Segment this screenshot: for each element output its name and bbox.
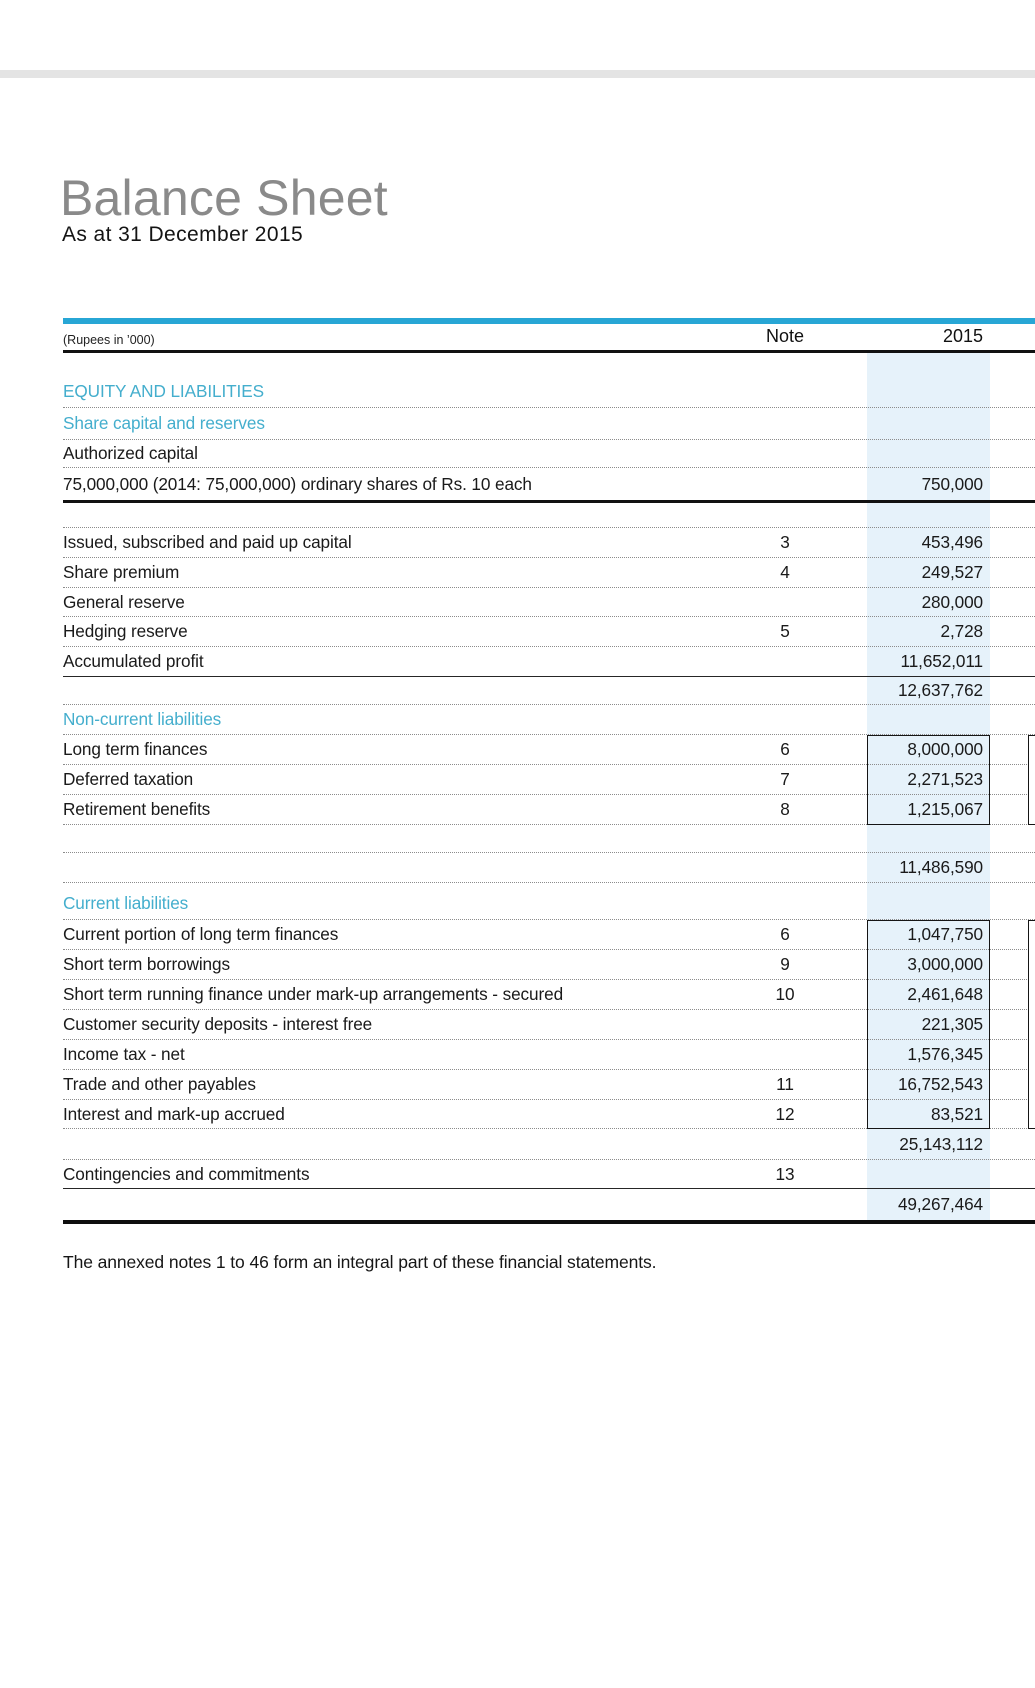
row-label: 75,000,000 (2014: 75,000,000) ordinary s… [63,473,532,494]
row-label: Hedging reserve [63,621,188,641]
row-label: Customer security deposits - interest fr… [63,1014,373,1034]
row-value: 280,000 [921,591,984,612]
row-label: Interest and mark-up accrued [63,1103,285,1124]
table-row: Authorized capital [63,440,1035,468]
table-row: 25,143,112 [63,1129,1035,1160]
row-value: 25,143,112 [899,1133,983,1154]
row-note: 10 [775,984,795,1004]
table-row: 12,637,762 [63,677,1035,705]
row-label: Deferred taxation [63,769,194,789]
row-note: 6 [780,924,790,944]
row-value: 83,521 [931,1103,983,1124]
table-row: Interest and mark-up accrued 12 83,521 [63,1100,1035,1129]
year-column-highlight [867,353,990,1220]
table-row [63,825,1035,853]
row-label: Long term finances [63,739,208,759]
row-note: 12 [775,1103,795,1124]
row-note: 13 [775,1163,795,1184]
row-label: Short term borrowings [63,954,230,974]
row-value: 1,047,750 [907,924,983,944]
row-label: Contingencies and commitments [63,1163,310,1184]
footnote: The annexed notes 1 to 46 form an integr… [63,1252,657,1272]
row-note: 9 [780,954,790,974]
row-note: 8 [780,799,790,819]
table-row: Income tax - net 1,576,345 [63,1040,1035,1070]
row-label: Share capital and reserves [63,413,265,433]
table-row: Trade and other payables 11 16,752,543 [63,1070,1035,1100]
row-note: 7 [780,769,790,789]
page-title: Balance Sheet [60,170,388,226]
row-value: 3,000,000 [907,954,983,974]
row-value: 16,752,543 [897,1074,983,1094]
note-column-header: Note [765,326,805,346]
row-label: Current liabilities [63,893,189,913]
row-value: 750,000 [921,473,984,494]
table-row: 49,267,464 [63,1189,1035,1220]
table-row: Current liabilities [63,883,1035,920]
row-label: General reserve [63,591,185,612]
table-row: Short term borrowings 9 3,000,000 [63,950,1035,980]
table-row: Retirement benefits 8 1,215,067 [63,795,1035,825]
row-note: 6 [780,739,790,759]
row-label: Trade and other payables [63,1074,256,1094]
table-header-rule [63,350,1035,353]
table-row [63,503,1035,528]
row-label: Authorized capital [63,443,198,463]
year-column-header: 2015 [942,326,983,346]
table-row: Short term running finance under mark-up… [63,980,1035,1010]
row-label: Current portion of long term finances [63,924,339,944]
row-value: 1,215,067 [907,799,983,819]
table-row: Contingencies and commitments 13 [63,1160,1035,1189]
table-row: EQUITY AND LIABILITIES [63,353,1035,408]
table-row: Issued, subscribed and paid up capital 3 4… [63,528,1035,558]
table-row: 11,486,590 [63,853,1035,883]
row-label: Income tax - net [63,1044,185,1064]
row-label: Accumulated profit [63,651,204,671]
row-value: 221,305 [921,1014,984,1034]
row-label: EQUITY AND LIABILITIES [63,381,264,401]
row-value: 453,496 [921,532,984,552]
row-label: Issued, subscribed and paid up capital [63,532,352,552]
units-label: (Rupees in ’000) [63,333,155,347]
row-value: 2,461,648 [907,984,983,1004]
row-value: 2,271,523 [907,769,983,789]
row-value: 11,486,590 [899,857,983,877]
row-label: Non-current liabilities [63,709,222,729]
row-note: 11 [776,1074,794,1094]
table-row: Deferred taxation 7 2,271,523 [63,765,1035,795]
row-value: 2,728 [940,621,983,641]
table-row: Accumulated profit 11,652,011 [63,647,1035,677]
balance-sheet-table: EQUITY AND LIABILITIES Share capital and … [63,353,1035,1224]
table-row: Customer security deposits - interest fr… [63,1010,1035,1040]
page-top-band [0,70,1035,78]
row-value: 11,652,011 [900,651,984,671]
row-value: 249,527 [921,562,984,582]
row-value: 12,637,762 [897,680,983,700]
table-row: Hedging reserve 5 2,728 [63,617,1035,647]
table-row: Share capital and reserves [63,408,1035,440]
page-subtitle: As at 31 December 2015 [62,223,304,246]
row-value: 49,267,464 [897,1194,983,1214]
table-row: 75,000,000 (2014: 75,000,000) ordinary s… [63,468,1035,503]
row-label: Share premium [63,562,180,582]
row-label: Retirement benefits [63,799,211,819]
row-value: 8,000,000 [907,739,983,759]
row-note: 5 [780,621,790,641]
accent-bar [63,318,1035,324]
row-note: 3 [780,532,790,552]
row-note: 4 [780,562,790,582]
row-value: 1,576,345 [907,1044,983,1064]
row-label: Short term running finance under mark-up… [63,984,564,1004]
table-row: Current portion of long term finances 6 1,… [63,920,1035,950]
table-row: Long term finances 6 8,000,000 [63,735,1035,765]
table-row: General reserve 280,000 [63,588,1035,617]
table-row: Share premium 4 249,527 [63,558,1035,588]
table-row: Non-current liabilities [63,705,1035,735]
table-rows: EQUITY AND LIABILITIES Share capital and … [63,353,1035,1220]
